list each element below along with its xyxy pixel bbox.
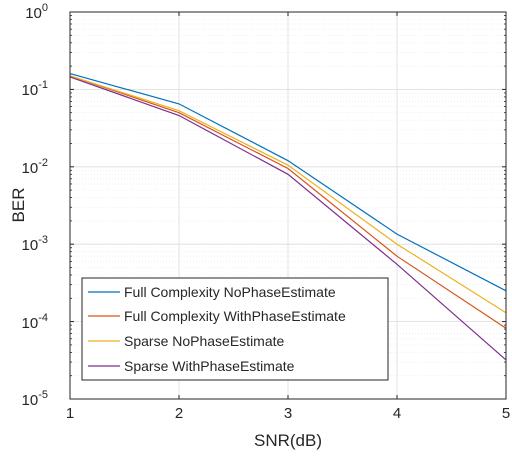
x-tick-labels: 1 2 3 4 5	[66, 405, 510, 422]
x-tick-label: 1	[66, 405, 74, 422]
y-tick-label: 10-3	[22, 234, 48, 254]
y-axis-label: BER	[9, 188, 28, 223]
legend-label: Sparse WithPhaseEstimate	[124, 358, 295, 374]
series-line	[69, 76, 507, 361]
legend-box	[81, 277, 389, 381]
series-line	[69, 73, 507, 292]
x-tick-label: 2	[175, 405, 183, 422]
series-lines	[69, 73, 507, 361]
y-tick-label: 10-5	[22, 389, 48, 409]
y-tick-label: 10-4	[22, 312, 48, 332]
series-line	[69, 75, 507, 314]
y-tick-labels: 100 10-1 10-2 10-3 10-4 10-5	[22, 2, 48, 409]
x-tick-label: 4	[393, 405, 401, 422]
axis-ticks	[69, 11, 507, 400]
y-tick-label: 10-2	[22, 157, 48, 177]
legend-label: Full Complexity NoPhaseEstimate	[124, 284, 336, 300]
legend-label: Full Complexity WithPhaseEstimate	[124, 308, 346, 324]
x-axis-label: SNR(dB)	[254, 431, 322, 450]
legend: Full Complexity NoPhaseEstimate Full Com…	[81, 277, 389, 381]
x-tick-label: 5	[502, 405, 510, 422]
x-tick-label: 3	[284, 405, 292, 422]
series-line	[69, 75, 507, 329]
y-tick-label: 10-1	[22, 79, 48, 99]
legend-label: Sparse NoPhaseEstimate	[124, 333, 285, 349]
y-tick-label: 100	[25, 2, 48, 22]
